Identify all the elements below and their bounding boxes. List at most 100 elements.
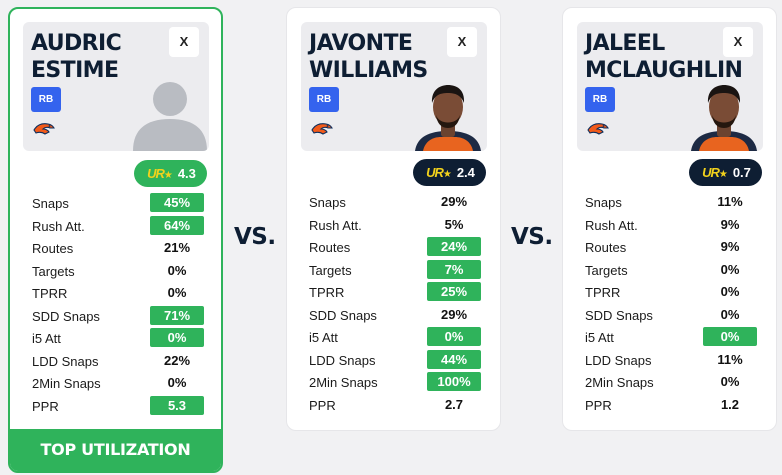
player-header: JAVONTE WILLIAMS X RB bbox=[301, 22, 487, 151]
stat-value: 9% bbox=[720, 239, 740, 254]
star-icon: ★ bbox=[163, 170, 173, 181]
stat-label: PPR bbox=[585, 397, 612, 413]
stat-row: SDD Snaps 0% bbox=[563, 305, 776, 327]
position-badge: RB bbox=[309, 87, 339, 112]
stat-row: LDD Snaps 44% bbox=[287, 349, 500, 372]
stat-label: SDD Snaps bbox=[32, 308, 100, 324]
stat-row: Targets 0% bbox=[10, 261, 221, 283]
stat-row: Rush Att. 9% bbox=[563, 215, 776, 237]
stat-label: SDD Snaps bbox=[585, 307, 653, 323]
utilization-score-badge: UR★ 2.4 bbox=[413, 159, 486, 186]
stat-row: i5 Att 0% bbox=[563, 327, 776, 349]
stat-label: Rush Att. bbox=[309, 217, 362, 233]
utilization-score-badge: UR★ 4.3 bbox=[134, 160, 207, 187]
stat-value: 9% bbox=[720, 216, 740, 232]
stat-row: Routes 24% bbox=[287, 237, 500, 259]
stat-row: Snaps 29% bbox=[287, 192, 500, 214]
stat-label: LDD Snaps bbox=[309, 352, 376, 368]
stat-value: 100% bbox=[427, 372, 481, 391]
stat-label: TPRR bbox=[32, 286, 68, 301]
stat-label: Targets bbox=[32, 263, 75, 279]
stat-label: Routes bbox=[585, 240, 627, 255]
stat-value: 25% bbox=[427, 282, 481, 301]
stat-row: Snaps 11% bbox=[563, 192, 776, 214]
stat-label: PPR bbox=[309, 397, 336, 413]
ur-logo-text: UR bbox=[147, 166, 165, 181]
stat-row: Routes 9% bbox=[563, 237, 776, 259]
player-card: JAVONTE WILLIAMS X RB UR★ 2.4 Snaps 29% Rush At… bbox=[286, 7, 501, 431]
stat-label: Routes bbox=[309, 240, 351, 255]
stat-label: TPRR bbox=[585, 285, 621, 300]
position-badge: RB bbox=[31, 87, 61, 112]
stat-value: 0% bbox=[703, 327, 757, 346]
remove-player-button[interactable]: X bbox=[169, 27, 199, 57]
vs-label: VS. bbox=[234, 224, 276, 250]
remove-player-button[interactable]: X bbox=[447, 27, 477, 57]
stat-label: 2Min Snaps bbox=[32, 376, 101, 391]
stat-label: PPR bbox=[32, 398, 59, 414]
stat-row: PPR 1.2 bbox=[563, 395, 776, 417]
stat-row: PPR 2.7 bbox=[287, 395, 500, 417]
stat-row: i5 Att 0% bbox=[287, 327, 500, 349]
player-header: AUDRIC ESTIME X RB bbox=[23, 22, 209, 151]
player-name: JAVONTE WILLIAMS bbox=[309, 31, 428, 83]
stat-value: 0% bbox=[720, 284, 740, 299]
stat-label: SDD Snaps bbox=[309, 307, 377, 323]
stat-label: Rush Att. bbox=[32, 218, 85, 234]
stat-label: i5 Att bbox=[309, 330, 338, 345]
stat-value: 44% bbox=[427, 349, 481, 369]
stat-value: 0% bbox=[427, 327, 481, 346]
stat-value: 0% bbox=[720, 306, 740, 322]
ur-logo-text: UR bbox=[426, 165, 444, 180]
stat-label: Snaps bbox=[585, 195, 622, 210]
player-card: JALEEL MCLAUGHLIN X RB UR★ 0.7 Snaps 11% Rush A… bbox=[562, 7, 777, 431]
stat-row: TPRR 0% bbox=[563, 282, 776, 304]
utilization-score-badge: UR★ 0.7 bbox=[689, 159, 762, 186]
stat-value: 24% bbox=[427, 237, 481, 256]
stat-value: 0% bbox=[150, 328, 204, 347]
stat-label: Rush Att. bbox=[585, 217, 638, 233]
player-headshot bbox=[685, 81, 763, 151]
score-value: 2.4 bbox=[456, 165, 475, 180]
stat-label: Routes bbox=[32, 241, 74, 256]
stat-value: 2.7 bbox=[444, 396, 464, 412]
stat-row: LDD Snaps 22% bbox=[10, 351, 221, 373]
player-headshot bbox=[409, 81, 487, 151]
stat-row: LDD Snaps 11% bbox=[563, 350, 776, 372]
stat-row: Targets 0% bbox=[563, 260, 776, 282]
stat-row: i5 Att 0% bbox=[10, 328, 221, 350]
ur-logo-icon: UR★ bbox=[702, 165, 728, 180]
broncos-logo-icon bbox=[311, 122, 333, 141]
stat-row: SDD Snaps 29% bbox=[287, 305, 500, 327]
stat-row: TPRR 0% bbox=[10, 283, 221, 305]
stat-label: TPRR bbox=[309, 285, 345, 300]
remove-player-button[interactable]: X bbox=[723, 27, 753, 57]
stat-label: LDD Snaps bbox=[32, 353, 99, 369]
stat-value: 0% bbox=[167, 285, 187, 300]
score-value: 4.3 bbox=[177, 166, 196, 181]
stat-row: TPRR 25% bbox=[287, 282, 500, 304]
stat-value: 0% bbox=[720, 261, 740, 277]
stat-row: PPR 5.3 bbox=[10, 395, 221, 418]
stat-row: Snaps 45% bbox=[10, 193, 221, 215]
stat-value: 5.3 bbox=[150, 395, 204, 415]
stat-value: 21% bbox=[163, 240, 191, 255]
stat-value: 7% bbox=[427, 259, 481, 279]
stat-value: 5% bbox=[444, 216, 464, 232]
stat-label: Targets bbox=[309, 262, 352, 278]
stat-value: 71% bbox=[150, 305, 204, 325]
stat-label: Snaps bbox=[32, 196, 69, 211]
stat-value: 0% bbox=[167, 262, 187, 278]
stat-value: 11% bbox=[717, 194, 743, 209]
stat-value: 0% bbox=[720, 374, 740, 389]
stat-label: Snaps bbox=[309, 195, 346, 210]
stat-row: Rush Att. 64% bbox=[10, 215, 221, 238]
avatar-placeholder-icon bbox=[131, 81, 209, 151]
stat-label: 2Min Snaps bbox=[309, 375, 378, 390]
stat-row: SDD Snaps 71% bbox=[10, 305, 221, 328]
vs-label: VS. bbox=[511, 224, 553, 250]
ur-logo-text: UR bbox=[702, 165, 720, 180]
stat-value: 22% bbox=[163, 352, 191, 368]
player-name: JALEEL MCLAUGHLIN bbox=[585, 31, 743, 83]
stat-value: 1.2 bbox=[720, 396, 740, 412]
